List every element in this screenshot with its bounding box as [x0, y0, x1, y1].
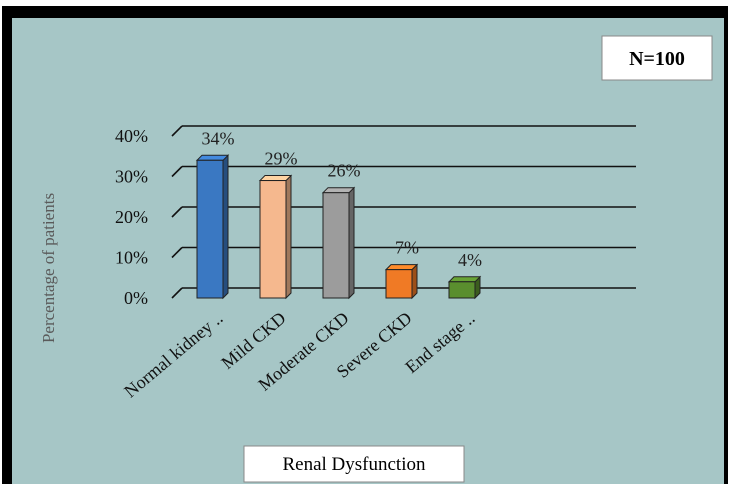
- bar: [447, 275, 482, 300]
- bar: [384, 263, 419, 300]
- y-tick-label: 20%: [115, 207, 148, 227]
- bar: [195, 154, 230, 300]
- data-label: 7%: [395, 238, 419, 258]
- x-axis-label-rect: [243, 445, 465, 483]
- bar-side: [348, 186, 355, 300]
- bar-top: [447, 276, 482, 283]
- n-annotation-rect: [601, 35, 713, 81]
- gridline-diagonal: [171, 125, 183, 137]
- bar-front: [259, 180, 287, 299]
- bar-side: [411, 263, 418, 300]
- y-tick-label: 40%: [115, 126, 148, 146]
- bar-front: [322, 192, 350, 299]
- n-annotation-box: N=100: [601, 35, 713, 81]
- n-annotation-text: N=100: [629, 48, 685, 70]
- plot-background: [12, 18, 724, 484]
- bar: [258, 174, 293, 300]
- bar-top: [384, 264, 419, 271]
- bar-top: [195, 154, 230, 161]
- bar-top: [321, 187, 356, 194]
- gridline-diagonal: [171, 287, 183, 299]
- bar: [321, 186, 356, 300]
- x-axis-label-box: Renal Dysfunction: [243, 445, 465, 483]
- data-label: 26%: [328, 161, 361, 181]
- y-tick-label: 30%: [115, 167, 148, 187]
- gridline-diagonal: [171, 246, 183, 259]
- gridline-diagonal: [171, 165, 183, 178]
- bar-side: [285, 174, 292, 300]
- bar-front: [196, 159, 224, 299]
- bar-side: [222, 154, 229, 300]
- data-label: 29%: [265, 149, 298, 169]
- data-label: 34%: [202, 128, 235, 148]
- y-tick-label: 0%: [124, 288, 148, 308]
- data-labels: 34% 29% 26% 7% 4%: [202, 128, 483, 269]
- y-tick-label: 10%: [115, 248, 148, 268]
- bar-front: [385, 269, 413, 299]
- gridline-diagonal: [171, 206, 183, 218]
- bars: [195, 154, 482, 300]
- y-tick-labels: 0% 10% 20% 30% 40%: [115, 126, 148, 308]
- bar-top: [258, 175, 293, 182]
- bar-front: [448, 281, 476, 299]
- data-label: 4%: [458, 250, 482, 270]
- x-axis-label: Renal Dysfunction: [282, 454, 426, 475]
- y-axis-label: Percentage of patients: [39, 193, 58, 343]
